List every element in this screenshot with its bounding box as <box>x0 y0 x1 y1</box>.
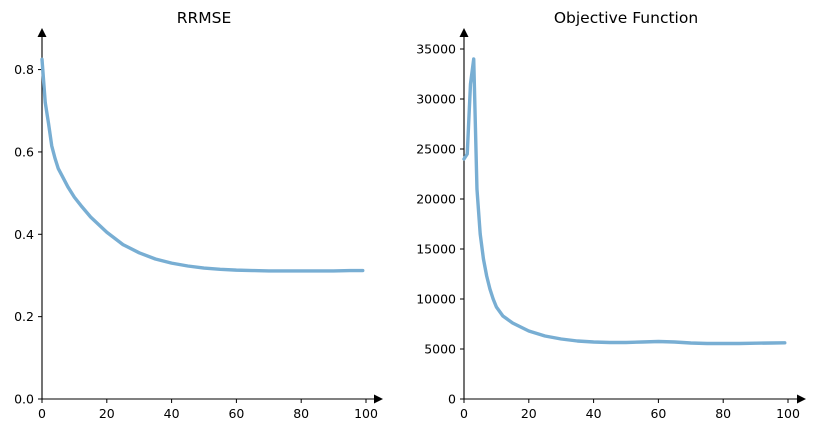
x-tick-label: 40 <box>164 406 180 421</box>
x-tick-label: 100 <box>776 406 800 421</box>
chart-title: RRMSE <box>177 9 232 27</box>
y-tick-label: 25000 <box>416 142 456 157</box>
series-line-1 <box>462 57 787 346</box>
y-tick-label: 0.0 <box>14 392 34 407</box>
chart-panel-1: RRMSE 0 20 40 60 80 100 0.0 0.2 0.4 0.6 0.8 <box>14 9 383 421</box>
x-tick-label: 80 <box>715 406 731 421</box>
x-axis-arrow-icon <box>797 394 806 404</box>
chart-title: Objective Function <box>554 9 698 27</box>
y-tick-label: 0.4 <box>14 227 34 242</box>
series-line-1 <box>40 57 365 273</box>
x-tick-label: 80 <box>293 406 309 421</box>
x-axis-arrow-icon <box>374 394 383 404</box>
y-tick-label: 0.6 <box>14 144 34 159</box>
x-tick-label: 60 <box>228 406 244 421</box>
x-tick-label: 100 <box>354 406 378 421</box>
y-tick-label: 10000 <box>416 292 456 307</box>
y-tick-label: 15000 <box>416 242 456 257</box>
y-tick-label: 0.2 <box>14 309 34 324</box>
x-tick-label: 20 <box>99 406 115 421</box>
x-tick-label: 20 <box>521 406 537 421</box>
chart-panel-2: Objective Function 0 20 40 60 80 100 0 5000 10000… <box>416 9 806 421</box>
y-tick-label: 5000 <box>424 342 456 357</box>
y-tick-label: 0.8 <box>14 62 34 77</box>
x-tick-label: 60 <box>650 406 666 421</box>
x-tick-label: 40 <box>586 406 602 421</box>
y-tick-label: 0 <box>448 392 456 407</box>
x-tick-label: 0 <box>460 406 468 421</box>
x-tick-label: 0 <box>38 406 46 421</box>
y-axis-arrow-icon <box>459 28 469 37</box>
y-axis-arrow-icon <box>37 28 47 37</box>
y-tick-label: 20000 <box>416 192 456 207</box>
y-tick-label: 30000 <box>416 92 456 107</box>
y-tick-label: 35000 <box>416 42 456 57</box>
